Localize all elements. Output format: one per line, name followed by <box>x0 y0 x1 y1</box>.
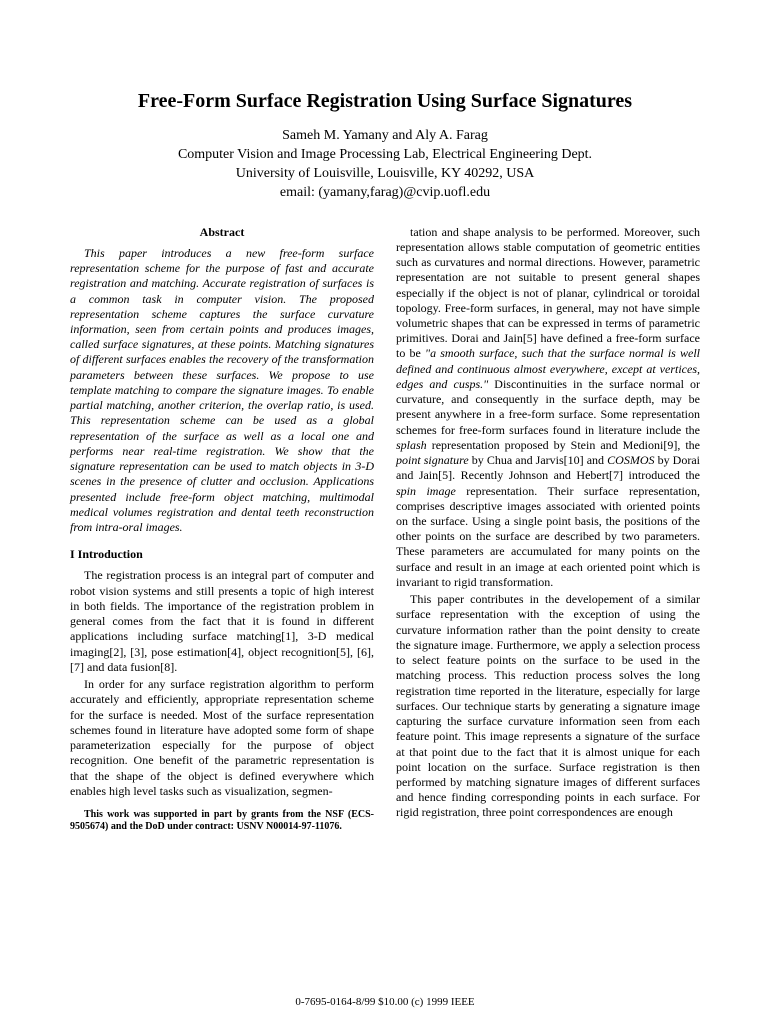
funding-footnote: This work was supported in part by grant… <box>70 809 374 833</box>
term-splash: splash <box>396 438 427 452</box>
text-run: representation. Their surface representa… <box>396 484 700 589</box>
right-column: tation and shape analysis to be performe… <box>396 225 700 833</box>
authors-email: email: (yamany,farag)@cvip.uofl.edu <box>70 184 700 203</box>
authors-address: University of Louisville, Louisville, KY… <box>70 165 700 184</box>
right-para-2: This paper contributes in the developeme… <box>396 592 700 821</box>
two-column-body: Abstract This paper introduces a new fre… <box>70 225 700 833</box>
term-cosmos: COSMOS <box>607 453 654 467</box>
authors-affiliation: Computer Vision and Image Processing Lab… <box>70 146 700 165</box>
text-run: representation proposed by Stein and Med… <box>427 438 700 452</box>
text-run: tation and shape analysis to be performe… <box>396 225 700 361</box>
paper-title: Free-Form Surface Registration Using Sur… <box>70 90 700 113</box>
left-column: Abstract This paper introduces a new fre… <box>70 225 374 833</box>
authors-names: Sameh M. Yamany and Aly A. Farag <box>70 127 700 146</box>
intro-para-1: The registration process is an integral … <box>70 568 374 675</box>
intro-para-2: In order for any surface registration al… <box>70 677 374 799</box>
term-spin-image: spin image <box>396 484 456 498</box>
authors-block: Sameh M. Yamany and Aly A. Farag Compute… <box>70 127 700 203</box>
section-1-heading: I Introduction <box>70 547 374 562</box>
paper-page: Free-Form Surface Registration Using Sur… <box>0 0 770 1024</box>
right-para-1: tation and shape analysis to be performe… <box>396 225 700 591</box>
term-point-signature: point signature <box>396 453 469 467</box>
abstract-heading: Abstract <box>70 225 374 240</box>
text-run: by Chua and Jarvis[10] and <box>469 453 608 467</box>
abstract-text: This paper introduces a new free-form su… <box>70 246 374 535</box>
copyright-footer: 0-7695-0164-8/99 $10.00 (c) 1999 IEEE <box>0 996 770 1008</box>
